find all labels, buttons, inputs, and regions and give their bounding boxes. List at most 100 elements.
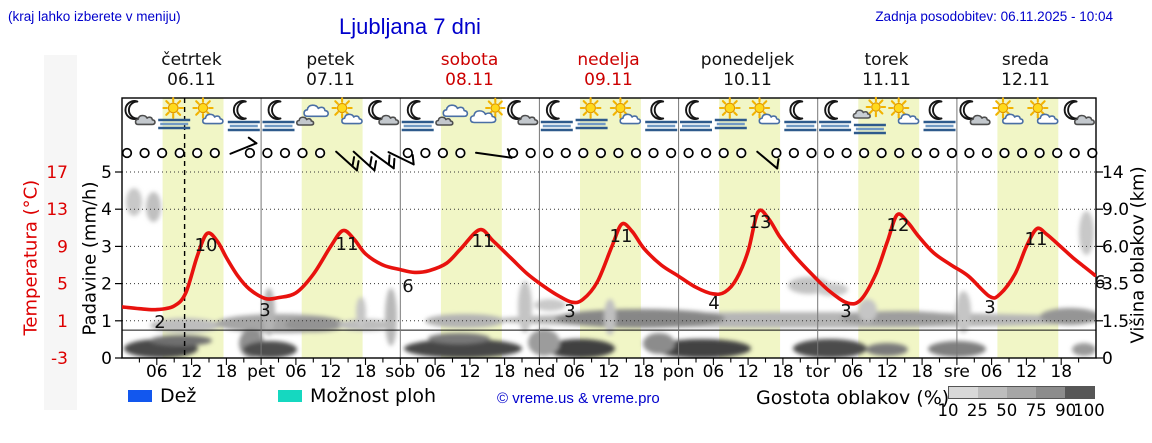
svg-text:3: 3 bbox=[840, 301, 851, 322]
wind-calm-symbol bbox=[964, 147, 975, 159]
svg-text:9: 9 bbox=[57, 237, 68, 257]
wind-calm-symbol bbox=[279, 147, 291, 159]
weather-icon bbox=[645, 100, 678, 132]
wind-calm-symbol bbox=[894, 147, 905, 159]
page-title: Ljubljana 7 dni bbox=[339, 14, 481, 39]
wind-calm-symbol bbox=[297, 147, 308, 159]
weather-icon bbox=[888, 97, 920, 125]
wind-calm-symbol bbox=[1034, 147, 1045, 159]
weather-icon bbox=[714, 97, 747, 130]
svg-text:06: 06 bbox=[424, 362, 446, 382]
weather-icon bbox=[295, 104, 329, 126]
svg-text:06: 06 bbox=[285, 362, 307, 382]
wind-barb bbox=[370, 150, 396, 170]
svg-text:06: 06 bbox=[981, 362, 1003, 382]
wind-calm-symbol bbox=[192, 147, 203, 159]
daylight-band bbox=[162, 98, 224, 358]
daylight-band bbox=[301, 98, 363, 358]
weather-icon bbox=[401, 100, 434, 132]
weather-icon bbox=[992, 97, 1024, 125]
weather-icon bbox=[469, 97, 506, 124]
svg-text:5: 5 bbox=[101, 163, 112, 183]
day-name: ponedeljek bbox=[700, 50, 795, 70]
last-update-text: Zadnja posodobitev: 06.11.2025 - 10:04 bbox=[875, 9, 1113, 24]
wind-calm-symbol bbox=[437, 147, 449, 159]
wind-calm-symbol bbox=[525, 147, 536, 159]
svg-text:ned: ned bbox=[523, 362, 555, 382]
weather-icon bbox=[923, 100, 956, 132]
weather-icon bbox=[1063, 100, 1095, 126]
wind-calm-symbol bbox=[1087, 147, 1098, 159]
wind-calm-symbol bbox=[1052, 147, 1063, 159]
temp-value-label: 6 bbox=[402, 276, 413, 297]
weather-icon bbox=[784, 100, 817, 132]
wind-barb bbox=[387, 151, 415, 166]
wind-calm-symbol bbox=[121, 147, 133, 159]
day-name: sobota bbox=[440, 50, 499, 70]
wind-calm-symbol bbox=[578, 147, 589, 159]
wind-calm-symbol bbox=[1069, 147, 1080, 159]
wind-calm-symbol bbox=[455, 147, 466, 159]
temp-value-label: 11 bbox=[336, 234, 359, 255]
weather-icon bbox=[158, 97, 191, 130]
temp-value-label: 6 bbox=[1094, 272, 1105, 293]
svg-text:18: 18 bbox=[911, 362, 933, 382]
svg-text:-3: -3 bbox=[51, 349, 68, 369]
weather-icon bbox=[1027, 97, 1059, 125]
svg-text:2: 2 bbox=[154, 312, 165, 333]
wind-barb bbox=[756, 150, 780, 170]
credit-link[interactable]: © vreme.us & vreme.pro bbox=[497, 390, 660, 407]
rain-legend-label: Dež bbox=[160, 385, 197, 407]
wind-calm-symbol bbox=[841, 147, 852, 159]
temp-value-label: 11 bbox=[472, 231, 495, 252]
svg-text:17: 17 bbox=[46, 163, 68, 183]
day-name: nedelja bbox=[577, 50, 640, 70]
wind-calm-symbol bbox=[806, 147, 817, 159]
svg-text:9.0: 9.0 bbox=[1102, 200, 1129, 220]
svg-text:12: 12 bbox=[459, 362, 481, 382]
temp-value-label: 10 bbox=[195, 235, 218, 256]
svg-text:6: 6 bbox=[402, 276, 413, 297]
temp-value-label: 2 bbox=[154, 312, 165, 333]
wind-barb bbox=[335, 150, 360, 172]
day-date: 07.11 bbox=[306, 70, 355, 90]
day-date: 12.11 bbox=[1001, 70, 1050, 90]
showers-legend-swatch bbox=[278, 390, 302, 402]
weather-icon bbox=[262, 100, 295, 132]
temp-value-label: 4 bbox=[708, 293, 719, 314]
svg-text:18: 18 bbox=[216, 362, 238, 382]
svg-text:11: 11 bbox=[472, 231, 495, 252]
wind-calm-symbol bbox=[771, 147, 782, 159]
wind-calm-symbol bbox=[911, 147, 922, 159]
svg-text:1.5: 1.5 bbox=[1102, 312, 1129, 332]
temp-value-label: 3 bbox=[564, 301, 575, 322]
density-tick-label: 75 bbox=[1025, 401, 1047, 420]
day-name: torek bbox=[864, 50, 909, 70]
weather-icon bbox=[680, 100, 712, 132]
wind-calm-symbol bbox=[700, 147, 712, 159]
svg-text:12: 12 bbox=[320, 362, 342, 382]
svg-text:pon: pon bbox=[663, 362, 695, 382]
cloud-density-blobs bbox=[124, 188, 1096, 358]
cloud-density-legend-label: Gostota oblakov (%) bbox=[756, 387, 950, 409]
svg-text:pet: pet bbox=[247, 362, 275, 382]
svg-text:2: 2 bbox=[101, 275, 112, 295]
day-date: 09.11 bbox=[584, 70, 633, 90]
wind-calm-symbol bbox=[402, 147, 413, 159]
temp-value-label: 3 bbox=[259, 300, 270, 321]
svg-text:11: 11 bbox=[1025, 229, 1048, 250]
density-tick-label: 25 bbox=[966, 401, 988, 420]
svg-text:0: 0 bbox=[101, 349, 112, 369]
wind-calm-symbol bbox=[543, 147, 554, 159]
day-date: 11.11 bbox=[862, 70, 911, 90]
wind-calm-symbol bbox=[595, 147, 607, 159]
wind-calm-symbol bbox=[981, 147, 993, 159]
density-tick-label: 50 bbox=[996, 401, 1018, 420]
wind-calm-symbol bbox=[244, 147, 256, 159]
wind-calm-symbol bbox=[876, 147, 887, 159]
day-date: 06.11 bbox=[167, 70, 216, 90]
weather-icon bbox=[575, 97, 608, 130]
density-tick-label: 10 bbox=[937, 401, 959, 420]
wind-calm-symbol bbox=[788, 147, 800, 159]
